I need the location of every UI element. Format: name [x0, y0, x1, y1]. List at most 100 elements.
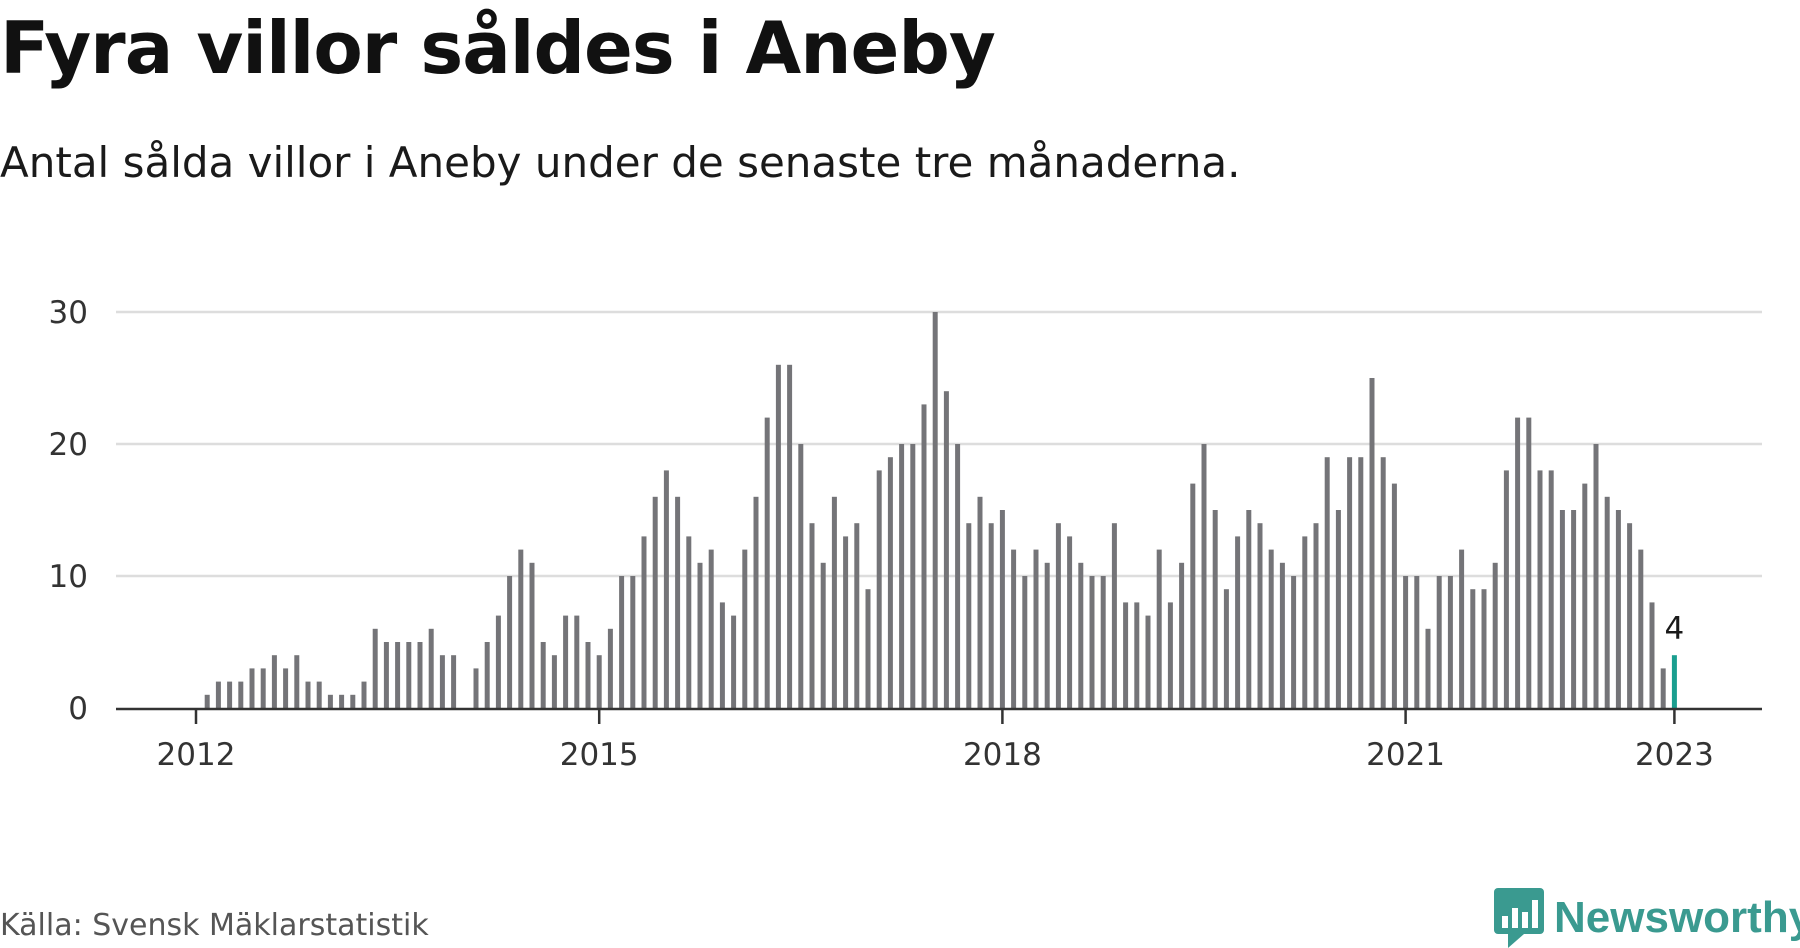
- bar-45: [697, 562, 703, 708]
- bar-17: [383, 642, 389, 708]
- chart-subtitle: Antal sålda villor i Aneby under de sena…: [0, 138, 1241, 187]
- bar-highlight: [1671, 655, 1677, 708]
- bar-67: [943, 391, 949, 708]
- bar-129: [1638, 549, 1644, 708]
- bar-97: [1279, 562, 1285, 708]
- bar-52: [775, 364, 781, 708]
- newsworthy-logo-icon: [1494, 888, 1544, 948]
- bar-110: [1425, 628, 1431, 708]
- bar-108: [1403, 576, 1409, 708]
- bar-14: [350, 694, 356, 708]
- bar-18: [395, 642, 401, 708]
- bar-94: [1246, 510, 1252, 708]
- bar-28: [507, 576, 513, 708]
- bar-83: [1123, 602, 1129, 708]
- bar-107: [1391, 483, 1397, 708]
- bar-66: [932, 312, 938, 708]
- bar-15: [361, 681, 367, 708]
- bar-2: [215, 681, 221, 708]
- bar-89: [1190, 483, 1196, 708]
- bar-34: [574, 615, 580, 708]
- bar-109: [1414, 576, 1420, 708]
- bar-20: [417, 642, 423, 708]
- bar-46: [708, 549, 714, 708]
- x-tick-label-2021: 2021: [1366, 737, 1445, 773]
- bar-114: [1470, 589, 1476, 708]
- bar-68: [955, 444, 961, 708]
- bar-85: [1145, 615, 1151, 708]
- bar-26: [484, 642, 490, 708]
- bar-82: [1111, 523, 1117, 708]
- bar-121: [1548, 470, 1554, 708]
- bar-115: [1481, 589, 1487, 708]
- bar-36: [596, 655, 602, 708]
- bar-127: [1615, 510, 1621, 708]
- grid-lines: [116, 310, 1762, 578]
- bar-48: [731, 615, 737, 708]
- bar-47: [719, 602, 725, 708]
- bar-55: [809, 523, 815, 708]
- bar-128: [1627, 523, 1633, 708]
- bar-111: [1436, 576, 1442, 708]
- bar-106: [1380, 457, 1386, 708]
- labels: 0 10 20 30 2012 2015 2018 2021 2023 4: [49, 295, 1714, 773]
- bar-65: [921, 404, 927, 708]
- bar-12: [327, 694, 333, 708]
- bar-123: [1571, 510, 1577, 708]
- axes: [116, 707, 1762, 724]
- bar-6: [260, 668, 266, 708]
- bar-75: [1033, 549, 1039, 708]
- bar-60: [865, 589, 871, 708]
- bar-49: [742, 549, 748, 708]
- x-tick-label-2018: 2018: [963, 737, 1042, 773]
- bar-59: [854, 523, 860, 708]
- bar-78: [1067, 536, 1073, 708]
- bar-95: [1257, 523, 1263, 708]
- bar-29: [518, 549, 524, 708]
- bar-62: [887, 457, 893, 708]
- bar-39: [630, 576, 636, 708]
- bar-58: [843, 536, 849, 708]
- bar-63: [899, 444, 905, 708]
- y-tick-label-30: 30: [49, 295, 88, 331]
- bar-61: [876, 470, 882, 708]
- newsworthy-logo-text: Newsworthy: [1554, 893, 1800, 942]
- chart-title: Fyra villor såldes i Aneby: [0, 6, 996, 90]
- bar-56: [820, 562, 826, 708]
- bar-77: [1055, 523, 1061, 708]
- bar-92: [1223, 589, 1229, 708]
- bar-125: [1593, 444, 1599, 708]
- bar-9: [294, 655, 300, 708]
- bar-93: [1235, 536, 1241, 708]
- y-tick-label-0: 0: [68, 691, 88, 727]
- bar-37: [607, 628, 613, 708]
- bar-31: [540, 642, 546, 708]
- bar-4: [238, 681, 244, 708]
- bar-54: [798, 444, 804, 708]
- bar-101: [1324, 457, 1330, 708]
- bar-88: [1179, 562, 1185, 708]
- bar-81: [1100, 576, 1106, 708]
- x-tick-label-2015: 2015: [560, 737, 639, 773]
- bar-105: [1369, 378, 1375, 708]
- newsworthy-logo: Newsworthy: [1494, 888, 1800, 948]
- bar-98: [1291, 576, 1297, 708]
- bar-72: [999, 510, 1005, 708]
- bar-71: [988, 523, 994, 708]
- bar-69: [966, 523, 972, 708]
- bar-16: [372, 628, 378, 708]
- bar-11: [316, 681, 322, 708]
- bar-76: [1044, 562, 1050, 708]
- bar-40: [641, 536, 647, 708]
- bar-126: [1604, 496, 1610, 708]
- bar-30: [529, 562, 535, 708]
- bar-73: [1011, 549, 1017, 708]
- bar-112: [1447, 576, 1453, 708]
- bar-113: [1459, 549, 1465, 708]
- bar-70: [977, 496, 983, 708]
- bar-124: [1582, 483, 1588, 708]
- bar-122: [1559, 510, 1565, 708]
- bar-86: [1156, 549, 1162, 708]
- bar-57: [831, 496, 837, 708]
- bar-74: [1022, 576, 1028, 708]
